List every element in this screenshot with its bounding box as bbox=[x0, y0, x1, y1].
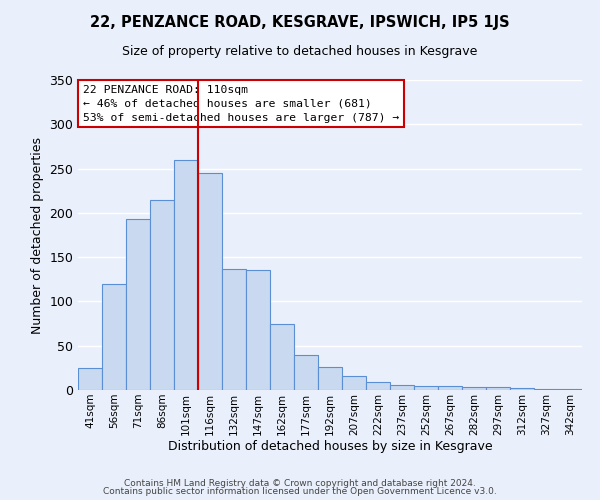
Text: Size of property relative to detached houses in Kesgrave: Size of property relative to detached ho… bbox=[122, 45, 478, 58]
X-axis label: Distribution of detached houses by size in Kesgrave: Distribution of detached houses by size … bbox=[167, 440, 493, 454]
Y-axis label: Number of detached properties: Number of detached properties bbox=[31, 136, 44, 334]
Bar bbox=[126, 219, 150, 390]
Bar bbox=[438, 386, 462, 390]
Bar bbox=[318, 367, 342, 390]
Bar bbox=[222, 268, 246, 390]
Bar bbox=[150, 200, 174, 390]
Bar bbox=[270, 324, 294, 390]
Bar bbox=[342, 376, 366, 390]
Text: 22 PENZANCE ROAD: 110sqm
← 46% of detached houses are smaller (681)
53% of semi-: 22 PENZANCE ROAD: 110sqm ← 46% of detach… bbox=[83, 84, 399, 122]
Bar bbox=[198, 173, 222, 390]
Bar bbox=[390, 384, 414, 390]
Bar bbox=[414, 386, 438, 390]
Bar bbox=[78, 368, 102, 390]
Bar bbox=[102, 284, 126, 390]
Bar bbox=[534, 389, 558, 390]
Text: Contains public sector information licensed under the Open Government Licence v3: Contains public sector information licen… bbox=[103, 487, 497, 496]
Text: Contains HM Land Registry data © Crown copyright and database right 2024.: Contains HM Land Registry data © Crown c… bbox=[124, 478, 476, 488]
Bar bbox=[294, 354, 318, 390]
Bar bbox=[486, 388, 510, 390]
Bar bbox=[462, 388, 486, 390]
Bar bbox=[246, 270, 270, 390]
Bar bbox=[558, 389, 582, 390]
Bar bbox=[366, 382, 390, 390]
Bar bbox=[510, 388, 534, 390]
Text: 22, PENZANCE ROAD, KESGRAVE, IPSWICH, IP5 1JS: 22, PENZANCE ROAD, KESGRAVE, IPSWICH, IP… bbox=[90, 15, 510, 30]
Bar bbox=[174, 160, 198, 390]
